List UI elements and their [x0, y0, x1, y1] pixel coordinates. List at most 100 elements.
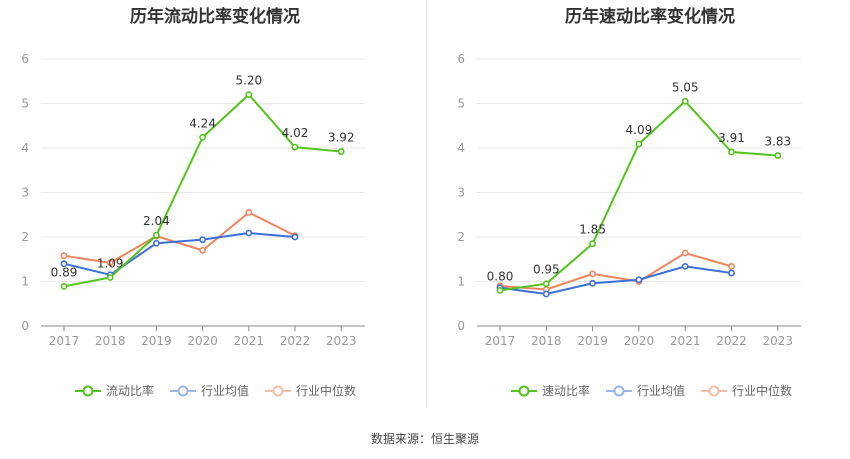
industry-median-series-point [199, 246, 206, 254]
x-tick-label: 2019 [141, 334, 172, 348]
data-label: 1.09 [97, 256, 124, 270]
main-series-point [199, 133, 206, 141]
industry-average-series-line [63, 231, 296, 276]
data-label: 0.80 [487, 269, 514, 283]
legend-item-industry-median[interactable]: 行业中位数 [265, 382, 356, 399]
y-tick-label: 3 [457, 186, 465, 200]
x-tick-label: 2017 [49, 334, 80, 348]
legend-line-icon [606, 385, 633, 396]
industry-average-series-point [199, 236, 206, 244]
data-label: 0.95 [533, 263, 560, 277]
legend-item-industry-average[interactable]: 行业均值 [606, 382, 685, 399]
legend-label: 流动比率 [106, 384, 155, 398]
industry-median-series-point [728, 262, 735, 270]
industry-average-series-line [499, 265, 732, 295]
y-tick-label: 3 [21, 186, 29, 200]
data-label: 3.83 [764, 135, 791, 149]
y-tick-label: 6 [21, 52, 29, 66]
legend-item-quick-ratio[interactable]: 速动比率 [511, 382, 590, 399]
y-tick-label: 1 [457, 275, 465, 289]
legend-line-icon [511, 385, 537, 396]
industry-median-series-point [106, 259, 114, 267]
legend-line-icon [170, 385, 197, 396]
industry-average-series-point [635, 276, 643, 284]
x-tick-label: 2021 [670, 334, 701, 348]
industry-median-series-point [589, 270, 596, 278]
y-tick-label: 4 [21, 141, 29, 155]
y-tick-label: 0 [457, 319, 465, 333]
industry-median-series-point [681, 249, 689, 257]
y-tick-label: 0 [21, 319, 29, 333]
x-tick-label: 2017 [485, 334, 516, 348]
legend-line-icon [75, 385, 101, 396]
data-source-note: 数据来源：恒生聚源 [370, 432, 479, 446]
industry-average-series-point [589, 279, 596, 287]
y-tick-label: 5 [21, 97, 29, 111]
x-tick-label: 2018 [95, 334, 126, 348]
main-series-point [542, 280, 550, 288]
industry-average-series-point [542, 290, 550, 298]
legend-line-icon [701, 385, 728, 396]
chart-divider [426, 0, 427, 408]
current-ratio-chart: 0 1 2 3 4 5 6 2017 2018 2019 2020 2021 2022 2023 0.89 1… [21, 52, 365, 348]
y-tick-label: 5 [457, 97, 465, 111]
x-tick-label: 2018 [531, 334, 562, 348]
industry-average-series-point [60, 260, 68, 268]
x-tick-label: 2022 [716, 334, 747, 348]
main-series-point [728, 148, 735, 156]
chart-title-quick-ratio: 历年速动比率变化情况 [565, 7, 735, 27]
main-series-point [106, 274, 114, 281]
legend-label: 速动比率 [542, 384, 591, 398]
main-series-point [681, 97, 689, 105]
legend-line-icon [265, 385, 292, 396]
data-label: 4.02 [282, 126, 309, 140]
chart-title-current-ratio: 历年流动比率变化情况 [130, 7, 300, 27]
industry-average-series-point [152, 239, 160, 247]
main-series-point [152, 231, 160, 239]
main-series-point [337, 148, 345, 155]
industry-median-series-point [245, 209, 253, 216]
y-tick-label: 2 [21, 230, 29, 244]
legend-current-ratio: 流动比率 行业均值 行业中位数 [75, 382, 372, 399]
data-label: 5.20 [235, 74, 262, 88]
data-label: 3.91 [718, 131, 745, 145]
x-tick-label: 2021 [234, 334, 265, 348]
legend-item-current-ratio[interactable]: 流动比率 [75, 382, 154, 399]
legend-label: 行业均值 [637, 384, 686, 398]
data-label: 1.85 [579, 223, 606, 237]
legend-label: 行业中位数 [296, 384, 357, 398]
data-label: 3.92 [328, 131, 355, 145]
legend-item-industry-average[interactable]: 行业均值 [170, 382, 249, 399]
legend-label: 行业中位数 [732, 384, 793, 398]
x-tick-label: 2020 [624, 334, 655, 348]
main-series-point [245, 91, 253, 98]
data-label: 0.89 [51, 265, 78, 279]
main-series-point [60, 282, 68, 290]
industry-median-series-line [63, 211, 296, 264]
industry-median-series-point [60, 252, 68, 260]
x-tick-label: 2022 [280, 334, 311, 348]
main-series-point [635, 140, 643, 148]
x-tick-label: 2020 [187, 334, 218, 348]
legend-quick-ratio: 速动比率 行业均值 行业中位数 [511, 382, 808, 399]
industry-median-series-line [499, 251, 732, 291]
legend-label: 行业均值 [201, 384, 250, 398]
data-label: 4.09 [626, 123, 653, 137]
main-series-point [774, 152, 782, 159]
industry-average-series-point [728, 269, 735, 277]
y-tick-label: 2 [457, 230, 465, 244]
main-series-point [589, 240, 596, 248]
y-tick-label: 6 [457, 52, 465, 66]
legend-item-industry-median[interactable]: 行业中位数 [701, 382, 792, 399]
y-tick-label: 4 [457, 141, 465, 155]
x-tick-label: 2019 [577, 334, 608, 348]
main-series-point [496, 286, 504, 294]
data-label: 4.24 [189, 116, 216, 130]
x-tick-label: 2023 [763, 334, 794, 348]
x-tick-label: 2023 [326, 334, 357, 348]
data-label: 5.05 [672, 80, 699, 94]
data-label: 2.04 [143, 214, 170, 228]
y-tick-label: 1 [21, 275, 29, 289]
quick-ratio-chart: 0 1 2 3 4 5 6 2017 2018 2019 2020 2021 2022 2023 0.80 0… [457, 52, 801, 348]
main-series-point [291, 143, 299, 151]
